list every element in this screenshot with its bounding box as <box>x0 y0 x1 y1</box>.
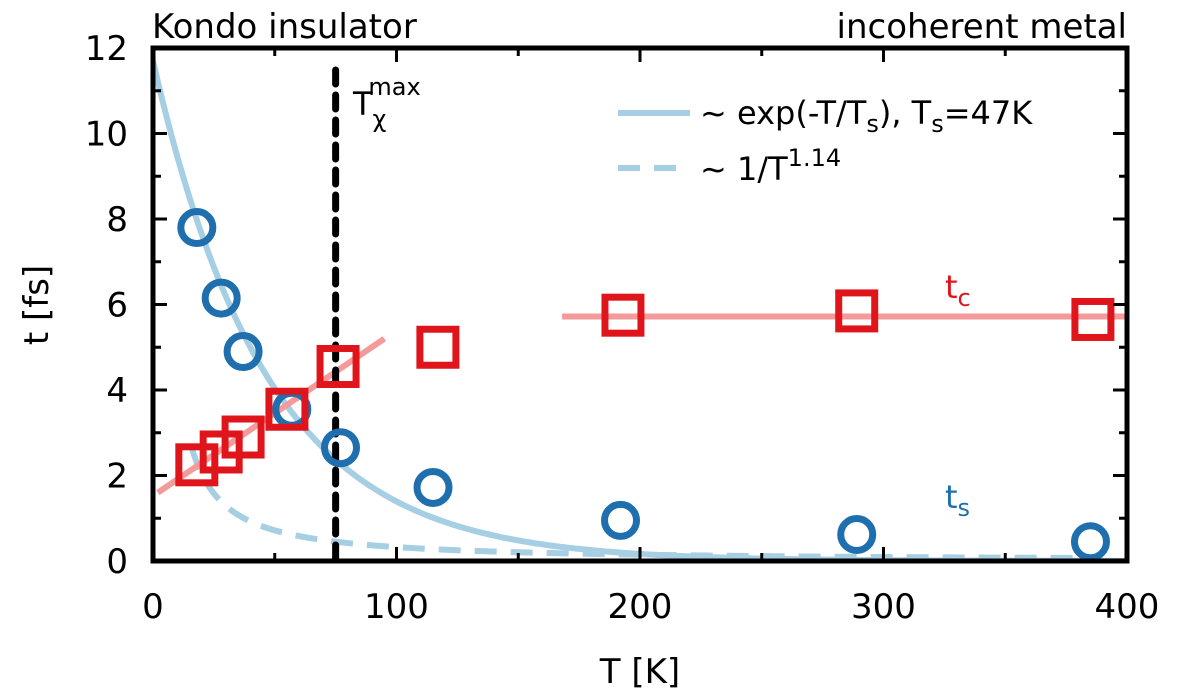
marker-tc-point <box>601 293 645 337</box>
series-label-ts: ts <box>945 478 970 522</box>
x-tick-label: 400 <box>1095 587 1160 627</box>
marker-ts-point <box>320 428 360 468</box>
y-tick-label: 0 <box>106 542 128 582</box>
marker-ts-point <box>837 514 877 554</box>
marker-ts-point <box>1070 522 1110 562</box>
x-tick-label: 200 <box>608 587 673 627</box>
y-tick-label: 8 <box>106 200 128 240</box>
marker-tc-point <box>221 415 265 459</box>
legend-label-power: ~ 1/T1.14 <box>700 144 841 188</box>
y-tick-label: 6 <box>106 286 128 326</box>
y-axis-title: t [fs] <box>17 265 57 345</box>
x-tick-label: 300 <box>851 587 916 627</box>
marker-tc-point <box>316 344 360 388</box>
legend-label-exp: ~ exp(-T/Ts), Ts=47K <box>700 94 1033 138</box>
x-tick-label: 0 <box>142 587 164 627</box>
y-tick-label: 12 <box>85 29 128 69</box>
marker-tc-point <box>416 325 460 369</box>
region-label-incoherent-metal: incoherent metal <box>837 7 1127 47</box>
series-label-tc: tc <box>945 268 971 312</box>
marker-ts-point <box>201 278 241 318</box>
marker-tc-point <box>175 443 219 487</box>
x-tick-label: 100 <box>364 587 429 627</box>
marker-ts-point <box>413 467 453 507</box>
y-tick-label: 10 <box>85 115 128 155</box>
series-labels: tc ts <box>945 268 971 522</box>
y-tick-label: 4 <box>106 371 128 411</box>
legend: ~ exp(-T/Ts), Ts=47K ~ 1/T1.14 <box>618 94 1033 188</box>
marker-tc-point <box>1071 297 1115 341</box>
region-label-kondo-insulator: Kondo insulator <box>152 7 417 47</box>
x-axis-title: T [K] <box>599 652 680 692</box>
marker-tc-point <box>265 387 309 431</box>
axes: 0 100 200 300 400 0 2 4 6 8 10 12 <box>85 29 1160 627</box>
marker-ts-point <box>177 208 217 248</box>
marker-tc-point <box>835 289 879 333</box>
fit-line-power <box>189 447 1103 561</box>
vline-label: Tχmax <box>352 73 421 133</box>
y-tick-label: 2 <box>106 457 128 497</box>
marker-ts-point <box>601 500 641 540</box>
marker-ts-point <box>223 332 263 372</box>
data-markers <box>175 208 1115 562</box>
